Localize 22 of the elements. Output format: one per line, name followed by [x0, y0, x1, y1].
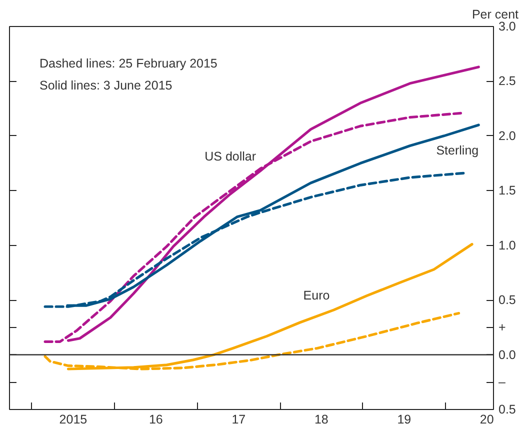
y-tick-label: 2.5	[498, 74, 516, 88]
annotation: Solid lines: 3 June 2015	[40, 78, 172, 92]
y-tick-label: 3.0	[498, 20, 516, 34]
x-tick-label: 16	[148, 412, 163, 426]
y-tick-label: –	[498, 375, 506, 390]
x-tick-label: 20	[480, 412, 494, 426]
series-label: Euro	[303, 288, 330, 302]
x-tick-label: 18	[314, 412, 328, 426]
y-tick-label: 0.0	[498, 348, 516, 362]
y-tick-label: 1.5	[498, 184, 516, 198]
y-axis-title: Per cent	[472, 8, 520, 22]
series-label: Sterling	[436, 144, 479, 158]
y-tick-label: 2.0	[498, 128, 516, 143]
x-tick-label: 17	[232, 412, 246, 426]
y-tick-label: 1.0	[498, 238, 516, 252]
series-label: US dollar	[204, 149, 256, 164]
x-tick-label: 19	[397, 412, 412, 426]
y-tick-label: 0.5	[498, 402, 516, 416]
y-tick-label: 0.5	[498, 293, 516, 308]
y-tick-label: +	[498, 320, 506, 334]
x-tick-label: 2015	[59, 412, 88, 426]
annotation: Dashed lines: 25 February 2015	[40, 56, 218, 70]
